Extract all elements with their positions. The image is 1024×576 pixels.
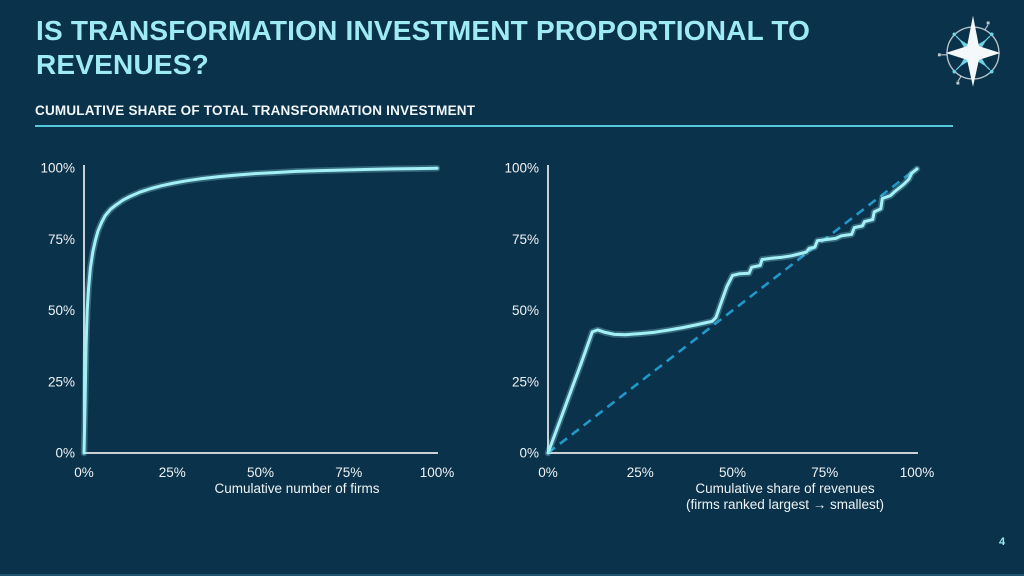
compass-star-icon bbox=[932, 12, 1014, 94]
compass-star-graphic bbox=[937, 15, 1001, 87]
y-tick-label: 75% bbox=[48, 232, 75, 247]
x-tick-label: 100% bbox=[420, 465, 455, 480]
x-tick-label: 25% bbox=[159, 465, 186, 480]
chart-section-title: CUMULATIVE SHARE OF TOTAL TRANSFORMATION… bbox=[35, 103, 476, 118]
reference-diagonal-line bbox=[547, 166, 918, 455]
page-number: 4 bbox=[999, 536, 1006, 548]
x-tick-label: 0% bbox=[538, 465, 558, 480]
x-axis-caption: Cumulative number of firms bbox=[214, 481, 379, 496]
y-tick-label: 50% bbox=[48, 303, 75, 318]
chart-cumulative-revenues: 0% 25% 50% 75% 100% 0% 25% 50% 75% 100% Cumulative… bbox=[490, 150, 942, 530]
data-series-line bbox=[82, 166, 439, 455]
y-tick-label: 0% bbox=[55, 446, 75, 461]
line-chart-canvas: 0% 25% 50% 75% 100% 0% 25% 50% 75% 100% Cumulative… bbox=[504, 161, 935, 513]
y-tick-label: 100% bbox=[504, 161, 539, 176]
x-tick-label: 75% bbox=[811, 465, 838, 480]
data-series-line bbox=[546, 167, 919, 455]
y-tick-label: 100% bbox=[40, 161, 75, 176]
x-tick-label: 100% bbox=[900, 465, 935, 480]
line-chart-canvas: 0% 25% 50% 75% 100% 0% 25% 50% 75% 100% Cumulative… bbox=[40, 161, 455, 497]
x-tick-label: 25% bbox=[627, 465, 654, 480]
y-tick-label: 25% bbox=[512, 374, 539, 389]
chart-cumulative-firms: 0% 25% 50% 75% 100% 0% 25% 50% 75% 100% Cumulative… bbox=[30, 150, 460, 530]
x-tick-label: 50% bbox=[247, 465, 274, 480]
x-axis-caption: Cumulative share of revenues bbox=[695, 481, 875, 496]
x-axis-caption: (firms ranked largest → smallest) bbox=[686, 497, 884, 512]
x-tick-label: 0% bbox=[74, 465, 94, 480]
section-underline bbox=[35, 125, 953, 127]
y-tick-label: 0% bbox=[519, 446, 539, 461]
slide-bottom-edge bbox=[0, 574, 1024, 576]
x-tick-label: 75% bbox=[335, 465, 362, 480]
y-tick-label: 75% bbox=[512, 232, 539, 247]
y-tick-label: 25% bbox=[48, 374, 75, 389]
data-series-glow bbox=[80, 165, 441, 457]
y-tick-label: 50% bbox=[512, 303, 539, 318]
x-tick-label: 50% bbox=[719, 465, 746, 480]
page-title: IS TRANSFORMATION INVESTMENT PROPORTIONA… bbox=[36, 15, 811, 80]
